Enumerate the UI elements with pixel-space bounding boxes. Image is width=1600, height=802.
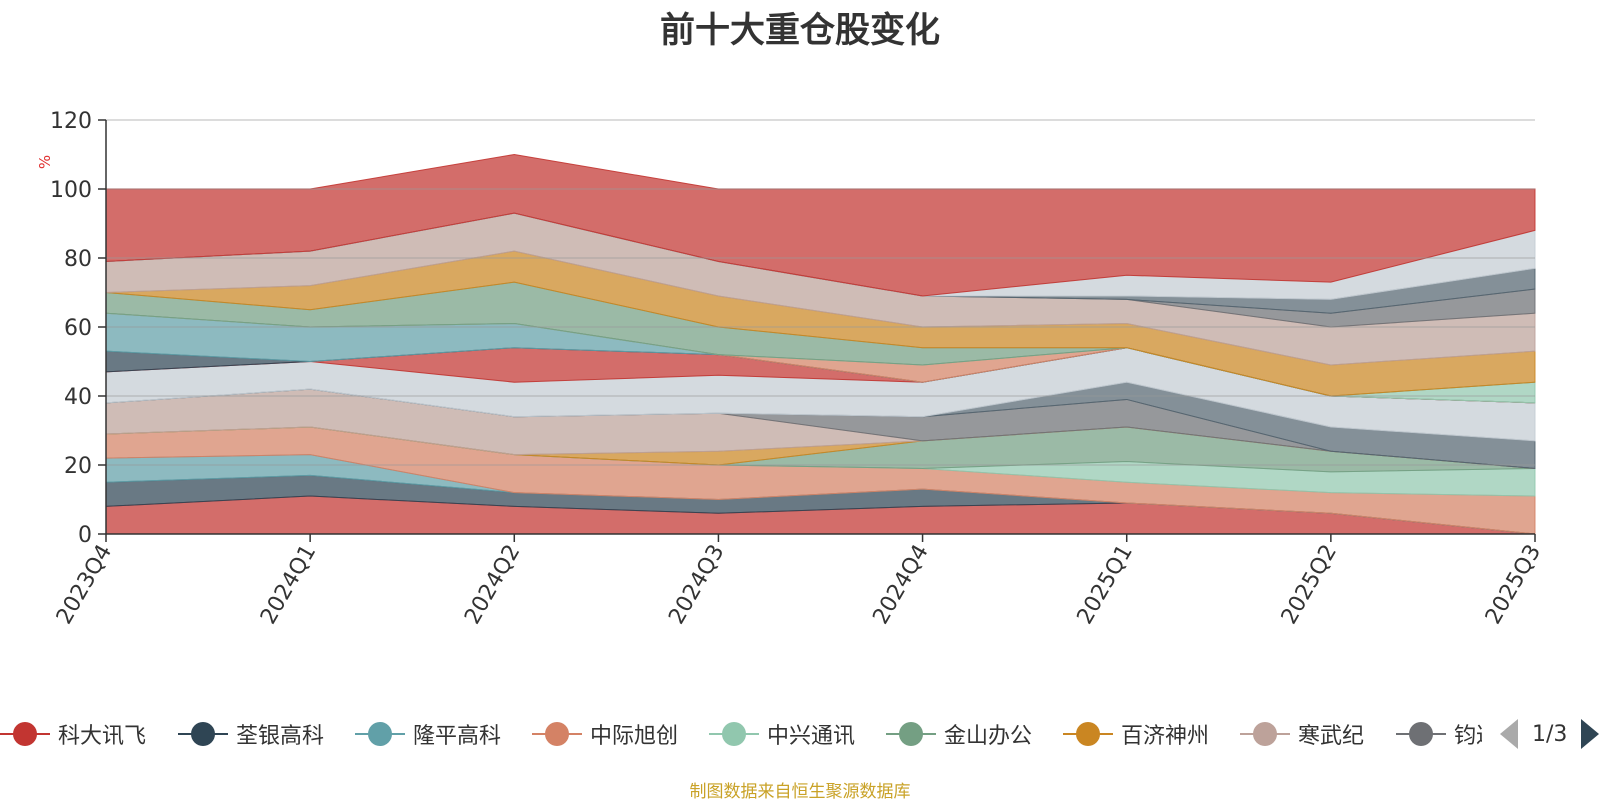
y-axis-label: % xyxy=(36,155,54,169)
x-tick-label: 2024Q1 xyxy=(256,541,321,629)
y-tick-label: 40 xyxy=(64,385,92,410)
y-tick-label: 0 xyxy=(78,523,92,548)
x-tick-label: 2024Q4 xyxy=(868,541,933,629)
legend-item-1[interactable]: 荃银高科 xyxy=(178,712,324,756)
legend-item-0[interactable]: 科大讯飞 xyxy=(0,712,146,756)
legend-item-8[interactable]: 钧达股份 xyxy=(1396,712,1482,756)
legend-marker-icon xyxy=(1240,722,1290,746)
legend: 科大讯飞 荃银高科 隆平高科 中际旭创 中兴通讯 金山办公 百济神州 寒武纪 钧… xyxy=(0,712,1600,756)
legend-label: 金山办公 xyxy=(944,724,1033,749)
y-tick-label: 120 xyxy=(50,109,92,134)
legend-marker-icon xyxy=(532,722,582,746)
x-tick-label: 2025Q1 xyxy=(1073,541,1138,629)
legend-item-3[interactable]: 中际旭创 xyxy=(532,712,678,756)
legend-item-2[interactable]: 隆平高科 xyxy=(355,712,501,756)
legend-pager: 1/3 xyxy=(1500,716,1600,752)
legend-item-5[interactable]: 金山办公 xyxy=(886,712,1032,756)
legend-marker-icon xyxy=(1396,722,1446,746)
x-tick-label: 2024Q2 xyxy=(460,541,525,629)
triangle-right-icon[interactable] xyxy=(1581,719,1600,749)
y-tick-label: 20 xyxy=(64,454,92,479)
legend-label: 寒武纪 xyxy=(1298,724,1365,749)
legend-label: 钧达股份 xyxy=(1454,724,1482,749)
area-series-22 xyxy=(105,153,1536,297)
data-source-note: 制图数据来自恒生聚源数据库 xyxy=(689,782,911,802)
x-tick-label: 2025Q3 xyxy=(1481,541,1546,629)
legend-page-indicator: 1/3 xyxy=(1532,721,1568,747)
series-areas xyxy=(105,153,1536,535)
legend-marker-icon xyxy=(0,722,50,746)
legend-item-6[interactable]: 百济神州 xyxy=(1063,712,1209,756)
legend-label: 中兴通讯 xyxy=(767,724,856,749)
y-tick-label: 100 xyxy=(50,178,92,203)
stacked-area-chart: 0 20 40 60 80 100 120% 2023Q4 2024Q1 2024Q2 2024Q3… xyxy=(36,109,1546,629)
legend-label: 科大讯飞 xyxy=(58,724,147,749)
triangle-left-icon[interactable] xyxy=(1500,719,1518,749)
legend-item-7[interactable]: 寒武纪 xyxy=(1240,712,1364,756)
legend-label: 荃银高科 xyxy=(236,724,325,749)
x-tick-label: 2025Q2 xyxy=(1277,541,1342,629)
legend-label: 隆平高科 xyxy=(413,724,502,749)
legend-item-4[interactable]: 中兴通讯 xyxy=(709,712,855,756)
legend-marker-icon xyxy=(355,722,405,746)
x-tick-label: 2024Q3 xyxy=(664,541,729,629)
y-tick-label: 80 xyxy=(64,247,92,272)
legend-marker-icon xyxy=(709,722,759,746)
y-tick-label: 60 xyxy=(64,316,92,341)
legend-label: 百济神州 xyxy=(1121,724,1210,749)
grid-lines xyxy=(106,119,1535,466)
legend-marker-icon xyxy=(178,722,228,746)
legend-label: 中际旭创 xyxy=(590,724,679,749)
legend-marker-icon xyxy=(1063,722,1113,746)
chart-title: 前十大重仓股变化 xyxy=(659,11,940,51)
x-tick-label: 2023Q4 xyxy=(52,541,117,629)
legend-marker-icon xyxy=(886,722,936,746)
